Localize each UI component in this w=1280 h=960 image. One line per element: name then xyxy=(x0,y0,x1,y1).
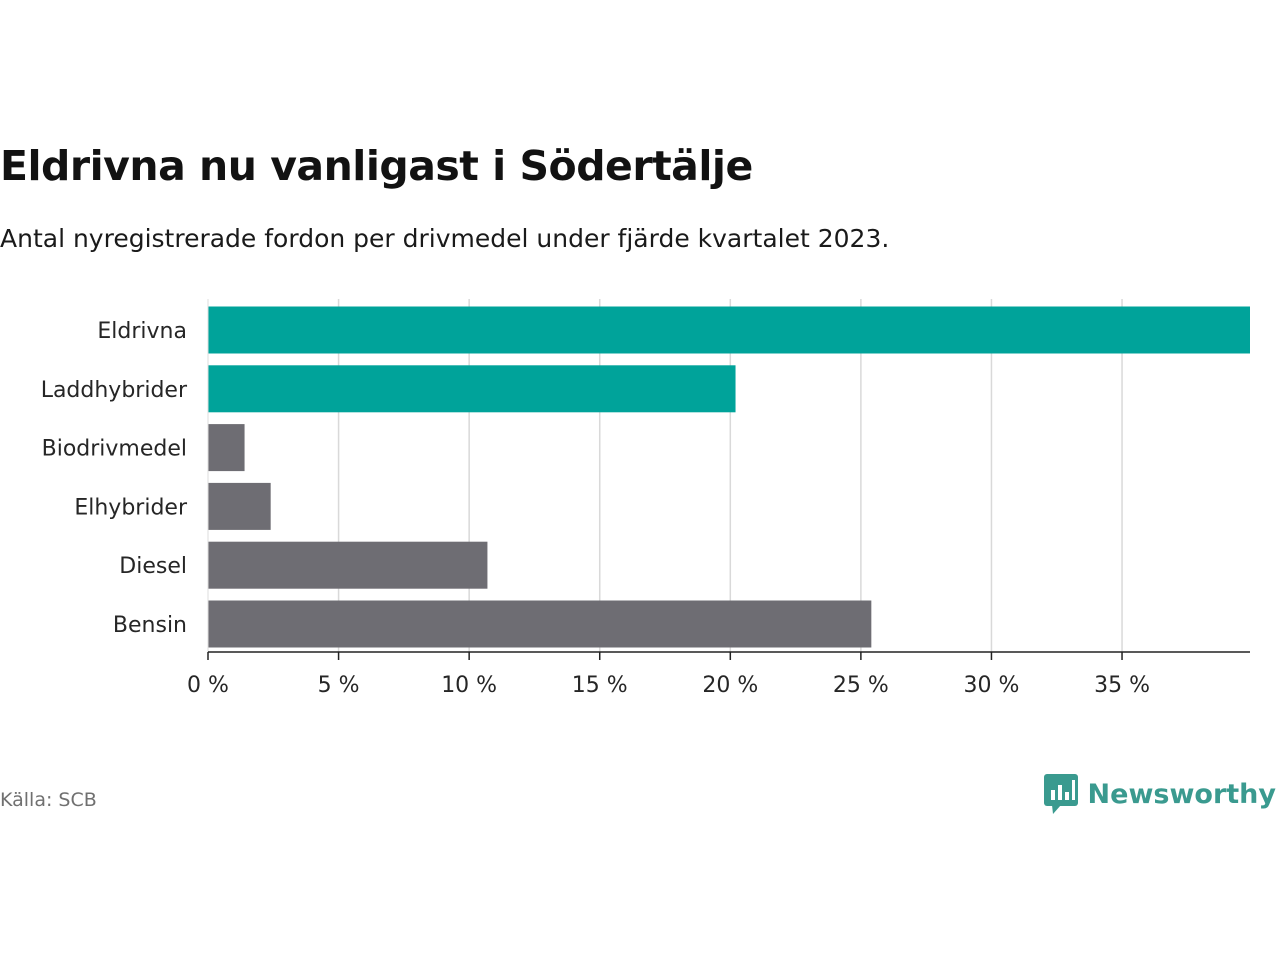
category-label-biodrivmedel: Biodrivmedel xyxy=(42,437,187,462)
x-tick-label-2: 10 % xyxy=(441,673,497,698)
x-tick-label-6: 30 % xyxy=(964,673,1020,698)
category-label-bensin: Bensin xyxy=(113,613,187,638)
category-label-diesel: Diesel xyxy=(119,554,187,579)
category-label-laddhybrider: Laddhybrider xyxy=(41,378,188,403)
category-label-eldrivna: Eldrivna xyxy=(97,319,187,344)
x-tick-label-0: 0 % xyxy=(187,673,229,698)
source-note: Källa: SCB xyxy=(0,789,97,811)
chart-subtitle: Antal nyregistrerade fordon per drivmede… xyxy=(0,224,890,253)
bar-elhybrider xyxy=(208,482,271,530)
bar-diesel xyxy=(208,541,488,589)
x-tick-label-4: 20 % xyxy=(702,673,758,698)
bar-chart-speech-bubble-icon xyxy=(1043,774,1078,814)
x-tick-label-3: 15 % xyxy=(572,673,628,698)
x-tick-label-1: 5 % xyxy=(318,673,360,698)
brand-name: Newsworthy xyxy=(1087,778,1276,810)
bar-biodrivmedel xyxy=(208,424,245,472)
bar-laddhybrider xyxy=(208,365,736,413)
x-tick-label-7: 35 % xyxy=(1094,673,1150,698)
bar-chart: Eldrivna Laddhybrider Biodrivmedel Elhybrid… xyxy=(41,299,1250,698)
x-tick-label-5: 25 % xyxy=(833,673,889,698)
bar-bensin xyxy=(208,600,872,648)
category-label-elhybrider: Elhybrider xyxy=(74,495,188,520)
bar-eldrivna xyxy=(208,306,1250,354)
chart-title: Eldrivna nu vanligast i Södertälje xyxy=(0,142,753,190)
brand-logo: Newsworthy xyxy=(1043,774,1276,814)
